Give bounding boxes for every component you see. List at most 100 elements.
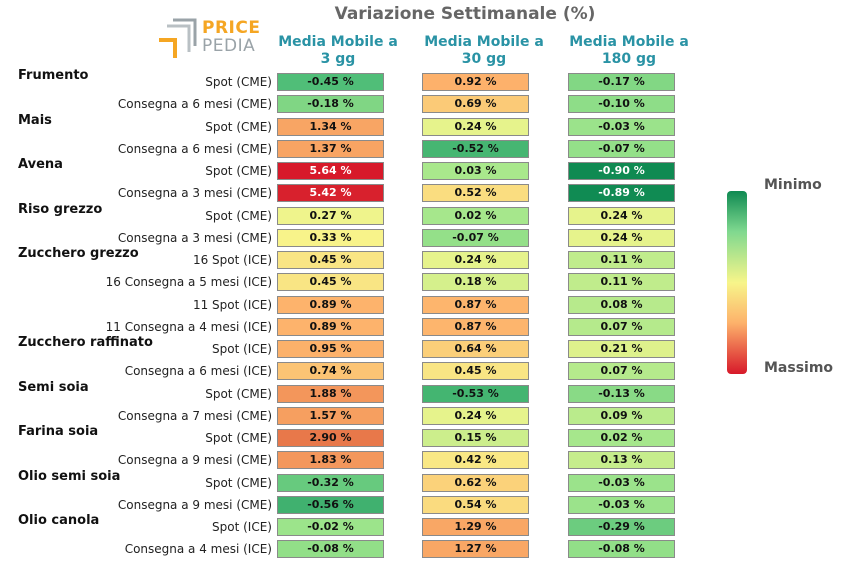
value-cell: 0.45 % [422, 362, 529, 381]
group-label: Mais [18, 112, 52, 128]
row-label: Spot (ICE) [212, 342, 272, 356]
row-label: Spot (CME) [205, 119, 272, 134]
row-label: Spot (CME) [205, 475, 272, 490]
value-cell: 5.42 % [277, 184, 384, 203]
value-cell: -0.45 % [277, 73, 384, 91]
row-label: Consegna a 4 mesi (ICE) [124, 542, 272, 557]
row-label: Spot (CME) [205, 75, 272, 89]
value-cell: 0.07 % [568, 317, 675, 336]
value-cell: 0.52 % [422, 184, 529, 203]
pricepedia-logo: PRICE PEDIA [155, 16, 265, 60]
value-cell: 0.13 % [568, 451, 675, 470]
value-cell: -0.08 % [568, 540, 675, 559]
logo-mark-icon [159, 18, 197, 58]
value-cell: 1.88 % [277, 384, 384, 403]
value-cell: 0.74 % [277, 362, 384, 381]
value-cell: 0.27 % [277, 206, 384, 225]
color-scale-bar [727, 191, 747, 374]
row-label: 16 Consegna a 5 mesi (ICE) [105, 275, 272, 290]
value-cell: 0.95 % [277, 340, 384, 358]
row-label: Consegna a 3 mesi (CME) [117, 186, 272, 201]
value-cell: 0.45 % [277, 251, 384, 269]
value-cell: 0.89 % [277, 317, 384, 336]
value-cell: -0.53 % [422, 384, 529, 403]
chart-title: Variazione Settimanale (%) [334, 4, 596, 24]
value-cell: 0.02 % [422, 206, 529, 225]
value-cell: 0.64 % [422, 340, 529, 358]
value-cell: 1.27 % [422, 540, 529, 559]
value-cell: -0.56 % [277, 495, 384, 514]
row-label: Spot (ICE) [212, 520, 272, 534]
value-cell: -0.07 % [568, 139, 675, 158]
value-cell: 0.11 % [568, 251, 675, 269]
value-cell: 1.29 % [422, 518, 529, 536]
group-label: Olio canola [18, 513, 100, 528]
value-cell: 0.89 % [277, 295, 384, 314]
value-cell: 1.37 % [277, 139, 384, 158]
value-cell: 0.24 % [568, 228, 675, 247]
value-cell: -0.29 % [568, 518, 675, 536]
value-cell: 0.69 % [422, 95, 529, 114]
value-cell: 0.45 % [277, 273, 384, 292]
column-header-180gg: Media Mobile a 180 gg [569, 34, 689, 67]
value-cell: -0.08 % [277, 540, 384, 559]
value-cell: -0.89 % [568, 184, 675, 203]
value-cell: 0.62 % [422, 473, 529, 492]
legend-min-label: Minimo [764, 177, 822, 193]
group-label: Zucchero raffinato [18, 335, 153, 350]
column-header-30gg: Media Mobile a 30 gg [424, 34, 544, 67]
value-cell: 0.08 % [568, 295, 675, 314]
logo-text-pedia: PEDIA [202, 36, 256, 56]
value-cell: 0.24 % [568, 206, 675, 225]
value-cell: 0.24 % [422, 251, 529, 269]
group-label: Semi soia [18, 379, 89, 395]
row-label: 11 Consegna a 4 mesi (ICE) [105, 319, 272, 334]
value-cell: 0.09 % [568, 406, 675, 425]
row-label: Consegna a 6 mesi (CME) [117, 141, 272, 156]
row-label: 11 Spot (ICE) [192, 297, 272, 312]
value-cell: 0.33 % [277, 228, 384, 247]
value-cell: -0.03 % [568, 495, 675, 514]
row-label: Consegna a 6 mesi (CME) [117, 97, 272, 112]
value-cell: 0.24 % [422, 117, 529, 136]
legend-max-label: Massimo [764, 360, 834, 376]
value-cell: 0.87 % [422, 317, 529, 336]
row-label: Consegna a 9 mesi (CME) [117, 497, 272, 512]
group-label: Olio semi soia [18, 468, 121, 484]
row-label: 16 Spot (ICE) [192, 253, 272, 267]
column-header-3gg: Media Mobile a 3 gg [278, 34, 398, 67]
group-label: Frumento [18, 68, 89, 83]
value-cell: -0.07 % [422, 228, 529, 247]
value-cell: 0.11 % [568, 273, 675, 292]
value-cell: 1.57 % [277, 406, 384, 425]
value-cell: 0.24 % [422, 406, 529, 425]
value-cell: 0.07 % [568, 362, 675, 381]
row-label: Spot (CME) [205, 431, 272, 445]
group-label: Farina soia [18, 424, 99, 439]
logo-text-price: PRICE [202, 18, 261, 38]
value-cell: -0.52 % [422, 139, 529, 158]
value-cell: 0.15 % [422, 429, 529, 447]
group-label: Riso grezzo [18, 201, 103, 217]
value-cell: -0.03 % [568, 117, 675, 136]
row-label: Consegna a 3 mesi (CME) [117, 230, 272, 245]
value-cell: -0.18 % [277, 95, 384, 114]
value-cell: -0.03 % [568, 473, 675, 492]
row-label: Spot (CME) [205, 386, 272, 401]
row-label: Consegna a 7 mesi (CME) [117, 408, 272, 423]
row-label: Spot (CME) [205, 164, 272, 178]
value-cell: 0.92 % [422, 73, 529, 91]
value-cell: 1.83 % [277, 451, 384, 470]
value-cell: 0.87 % [422, 295, 529, 314]
value-cell: -0.17 % [568, 73, 675, 91]
value-cell: -0.32 % [277, 473, 384, 492]
value-cell: 0.21 % [568, 340, 675, 358]
value-cell: 0.18 % [422, 273, 529, 292]
value-cell: -0.13 % [568, 384, 675, 403]
row-label: Consegna a 6 mesi (ICE) [124, 364, 272, 379]
group-label: Zucchero grezzo [18, 246, 139, 261]
group-label: Avena [18, 157, 63, 172]
value-cell: 1.34 % [277, 117, 384, 136]
value-cell: 0.03 % [422, 162, 529, 180]
value-cell: -0.90 % [568, 162, 675, 180]
